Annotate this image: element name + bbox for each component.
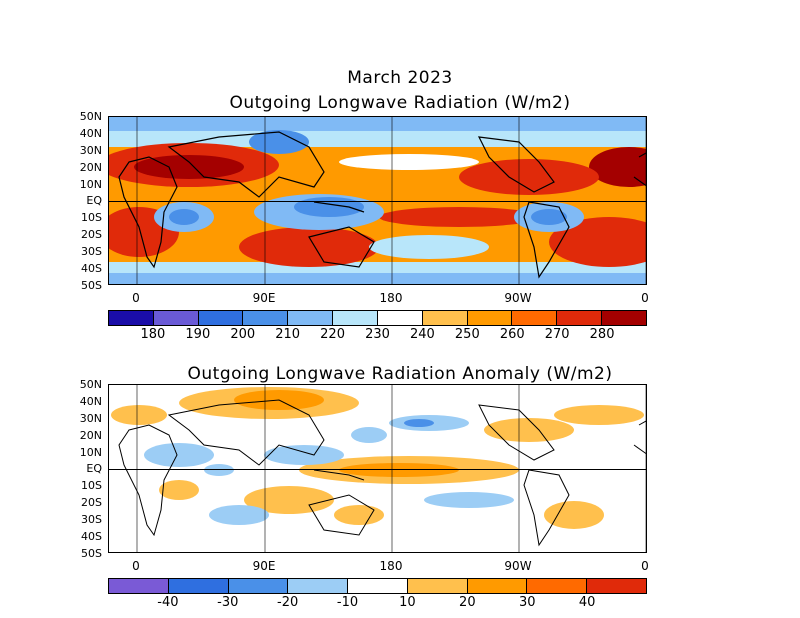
lat-label: 40S <box>81 262 102 275</box>
lat-label: 50S <box>81 279 102 292</box>
colorbar-label: -30 <box>217 595 239 610</box>
colorbar-label: 270 <box>544 327 570 342</box>
lat-label: 10S <box>81 211 102 224</box>
colorbar-swatch <box>407 579 468 593</box>
lat-label: 40N <box>79 395 102 408</box>
colorbar-swatch <box>109 311 154 325</box>
anomaly-map <box>108 384 647 553</box>
lon-label: 90E <box>252 291 276 305</box>
lon-label: 0 <box>132 291 140 305</box>
colorbar-swatch <box>512 311 558 325</box>
colorbar-label: 200 <box>230 327 256 342</box>
date-title: March 2023 <box>347 68 453 88</box>
colorbar-swatch <box>602 311 646 325</box>
colorbar-swatch <box>109 579 169 593</box>
colorbar-swatch <box>333 311 378 325</box>
colorbar-label: 230 <box>365 327 390 342</box>
colorbar-label: 40 <box>578 595 596 610</box>
lon-label: 90E <box>252 559 276 573</box>
colorbar-swatch <box>243 311 289 325</box>
olr-map <box>108 116 647 285</box>
lat-label: 50S <box>81 547 102 560</box>
colorbar-swatch <box>198 311 244 325</box>
colorbar-swatch <box>288 311 334 325</box>
colorbar-label: 280 <box>589 327 615 342</box>
colorbar-label: 240 <box>409 327 435 342</box>
colorbar-swatch <box>168 579 229 593</box>
lon-label: 90W <box>504 559 532 573</box>
colorbar-swatch <box>557 311 603 325</box>
lat-label: 50N <box>79 110 102 123</box>
lat-label: 40S <box>81 530 102 543</box>
colorbar-label: 180 <box>140 327 166 342</box>
lat-label: 30N <box>79 144 102 157</box>
anomaly-panel-title: Outgoing Longwave Radiation Anomaly (W/m… <box>187 364 613 384</box>
lat-label: 40N <box>79 127 102 140</box>
colorbar-swatch <box>153 311 199 325</box>
colorbar-label: 250 <box>454 327 480 342</box>
lon-label: 0 <box>641 291 649 305</box>
lon-label: 0 <box>132 559 140 573</box>
colorbar-swatch <box>587 579 647 593</box>
colorbar-swatch <box>228 579 289 593</box>
lat-label: 10N <box>79 446 102 459</box>
colorbar-label: 210 <box>275 327 301 342</box>
lat-label: 20N <box>79 161 102 174</box>
colorbar-label: -10 <box>336 595 359 610</box>
lon-label: 90W <box>504 291 532 305</box>
colorbar-label: 10 <box>399 595 416 610</box>
lat-label: 50N <box>79 378 102 391</box>
lon-label: 180 <box>379 291 403 305</box>
colorbar-label: 20 <box>459 595 476 610</box>
lon-label: 180 <box>379 559 403 573</box>
anomaly-colorbar <box>108 578 647 594</box>
colorbar-swatch <box>348 579 408 593</box>
colorbar-label: -40 <box>157 595 179 610</box>
colorbar-label: 260 <box>499 327 525 342</box>
colorbar-label: 190 <box>185 327 211 342</box>
lat-label: 20N <box>79 429 102 442</box>
colorbar-swatch <box>377 311 423 325</box>
colorbar-label: -20 <box>277 595 299 610</box>
lat-label: 30N <box>79 412 102 425</box>
lat-label: EQ <box>86 194 102 207</box>
colorbar-label: 30 <box>518 595 536 610</box>
lat-label: 20S <box>81 228 102 241</box>
colorbar-swatch <box>422 311 468 325</box>
olr-colorbar <box>108 310 647 326</box>
colorbar-swatch <box>288 579 349 593</box>
colorbar-swatch <box>527 579 588 593</box>
lat-label: 10S <box>81 479 102 492</box>
colorbar-swatch <box>467 579 528 593</box>
lat-label: EQ <box>86 462 102 475</box>
colorbar-swatch <box>467 311 513 325</box>
colorbar-label: 220 <box>320 327 345 342</box>
olr-panel-title: Outgoing Longwave Radiation (W/m2) <box>229 93 571 113</box>
lat-label: 30S <box>81 513 102 526</box>
lat-label: 20S <box>81 496 102 509</box>
lon-label: 0 <box>641 559 649 573</box>
lat-label: 10N <box>79 178 102 191</box>
lat-label: 30S <box>81 245 102 258</box>
